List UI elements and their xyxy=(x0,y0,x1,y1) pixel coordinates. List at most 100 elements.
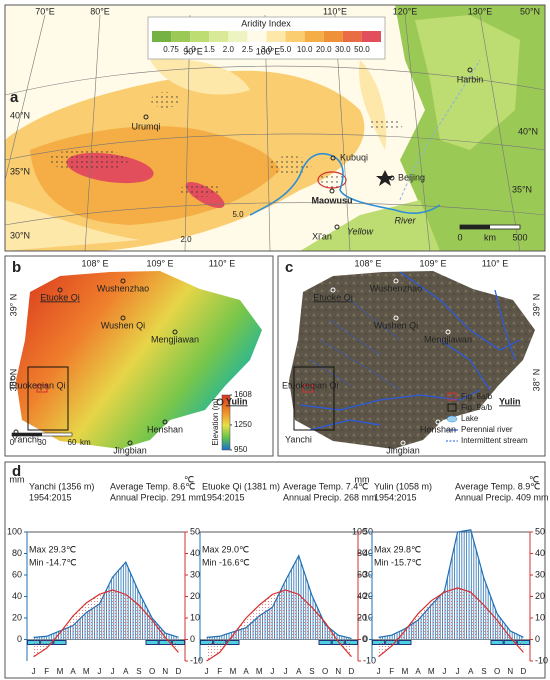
legend-color xyxy=(247,31,267,42)
place-name: Kubuqi xyxy=(340,152,368,162)
annual-precip: Annual Precip. 409 mm xyxy=(455,492,549,502)
y2-tick-label: 20 xyxy=(363,591,373,601)
y2-tick-label: 40 xyxy=(190,548,200,558)
y2-tick-label: 40 xyxy=(535,548,545,558)
x-tick-label: M xyxy=(256,667,263,676)
place-name: Harbin xyxy=(457,74,484,84)
lon-label: 120°E xyxy=(393,6,418,16)
elevation-tick-label: 950 xyxy=(234,445,248,454)
y2-tick-label: 10 xyxy=(190,612,200,622)
lat-label: 50°N xyxy=(520,6,540,16)
place-marker xyxy=(13,429,19,435)
y2-axis-label: ℃ xyxy=(529,474,539,484)
avg-temp: Average Temp. 8.9℃ xyxy=(455,481,540,491)
y-tick-label: 40 xyxy=(12,591,22,601)
legend-color xyxy=(266,31,286,42)
x-tick-label: M xyxy=(230,667,237,676)
y-axis-label: mm xyxy=(10,474,25,484)
x-tick-label: S xyxy=(481,667,486,676)
scale-label: km xyxy=(484,232,496,242)
legend-label: Fig. 9a/b xyxy=(461,403,493,412)
x-tick-label: M xyxy=(57,667,64,676)
place-marker xyxy=(489,398,497,406)
place-name: Etuoke Qi xyxy=(313,292,353,302)
lon-label: 80°E xyxy=(90,6,110,16)
x-tick-label: F xyxy=(389,667,394,676)
scale-label: 500 xyxy=(512,232,527,242)
place-name: Mengjiawan xyxy=(424,334,472,344)
x-tick-label: O xyxy=(322,667,328,676)
y-tick-label: 40 xyxy=(357,591,367,601)
lat-label: 40°N xyxy=(10,110,30,120)
temperature-line xyxy=(378,587,524,658)
x-tick-label: O xyxy=(149,667,155,676)
lon-label: 70°E xyxy=(35,6,55,16)
y-tick-label: 100 xyxy=(7,526,22,536)
legend-label: 50.0 xyxy=(354,45,370,54)
river-label: Yellow xyxy=(347,226,374,236)
place-name: Etuokeqian Qi xyxy=(9,380,66,390)
place-marker xyxy=(143,114,149,120)
lat-label: 30°N xyxy=(10,230,30,240)
elevation-tick-label: 1608 xyxy=(234,390,252,399)
max-temp: Max 29.0℃ xyxy=(202,544,249,554)
y-tick-label: 100 xyxy=(352,526,367,536)
avg-temp: Average Temp. 7.4℃ xyxy=(283,481,368,491)
station-title: Yanchi (1356 m) xyxy=(29,481,94,491)
satellite-map xyxy=(289,271,535,449)
y2-tick-label: -10 xyxy=(363,655,376,665)
lon-label: 110° E xyxy=(482,258,508,268)
y2-tick-label: 10 xyxy=(363,612,373,622)
y2-tick-label: 50 xyxy=(363,526,373,536)
x-tick-label: S xyxy=(136,667,141,676)
x-tick-label: D xyxy=(521,667,527,676)
panel-label: b xyxy=(12,259,21,276)
place-marker xyxy=(172,329,178,335)
x-tick-label: S xyxy=(309,667,314,676)
place-name: Wushen Qi xyxy=(374,320,418,330)
legend-label: 1.0 xyxy=(185,45,197,54)
min-temp: Min -15.7℃ xyxy=(374,557,422,567)
place-marker xyxy=(334,224,340,230)
y2-tick-label: 40 xyxy=(363,548,373,558)
place-name: Beijing xyxy=(398,172,425,182)
scale-label: 0 xyxy=(457,232,462,242)
frost-strip xyxy=(318,640,332,645)
x-tick-label: J xyxy=(377,667,381,676)
river-label: River xyxy=(394,215,416,225)
lon-label: 100°E xyxy=(256,46,281,56)
fig8-box xyxy=(36,384,48,393)
legend-swatch xyxy=(447,392,457,401)
place-marker xyxy=(445,329,451,335)
max-temp: Max 29.3℃ xyxy=(29,544,76,554)
lat-label: 39° N xyxy=(8,294,18,317)
legend-color xyxy=(171,31,191,42)
lat-label: 40°N xyxy=(518,126,538,136)
x-tick-label: N xyxy=(335,667,341,676)
x-tick-label: N xyxy=(507,667,513,676)
x-tick-label: J xyxy=(270,667,274,676)
lon-label: 109° E xyxy=(146,258,173,268)
frost-strip xyxy=(490,640,504,645)
legend-swatch xyxy=(446,415,458,423)
contour-label: 2.0 xyxy=(180,235,192,244)
scale-label: 0 xyxy=(10,438,15,447)
x-tick-label: M xyxy=(402,667,409,676)
lat-label: 35°N xyxy=(10,166,30,176)
legend-label: 30.0 xyxy=(335,45,351,54)
place-marker xyxy=(330,155,336,161)
fig8-box xyxy=(302,384,314,393)
temperature-area xyxy=(206,590,352,661)
lon-label: 110°E xyxy=(323,6,347,16)
x-tick-label: J xyxy=(97,667,101,676)
y-tick-label: 80 xyxy=(357,548,367,558)
place-marker xyxy=(393,278,399,284)
y-tick-label: 0 xyxy=(17,634,22,644)
frost-strip xyxy=(53,640,67,645)
streams xyxy=(309,299,401,391)
place-marker xyxy=(389,175,395,181)
place-marker xyxy=(57,287,63,293)
x-tick-label: M xyxy=(428,667,435,676)
x-tick-label: F xyxy=(44,667,49,676)
